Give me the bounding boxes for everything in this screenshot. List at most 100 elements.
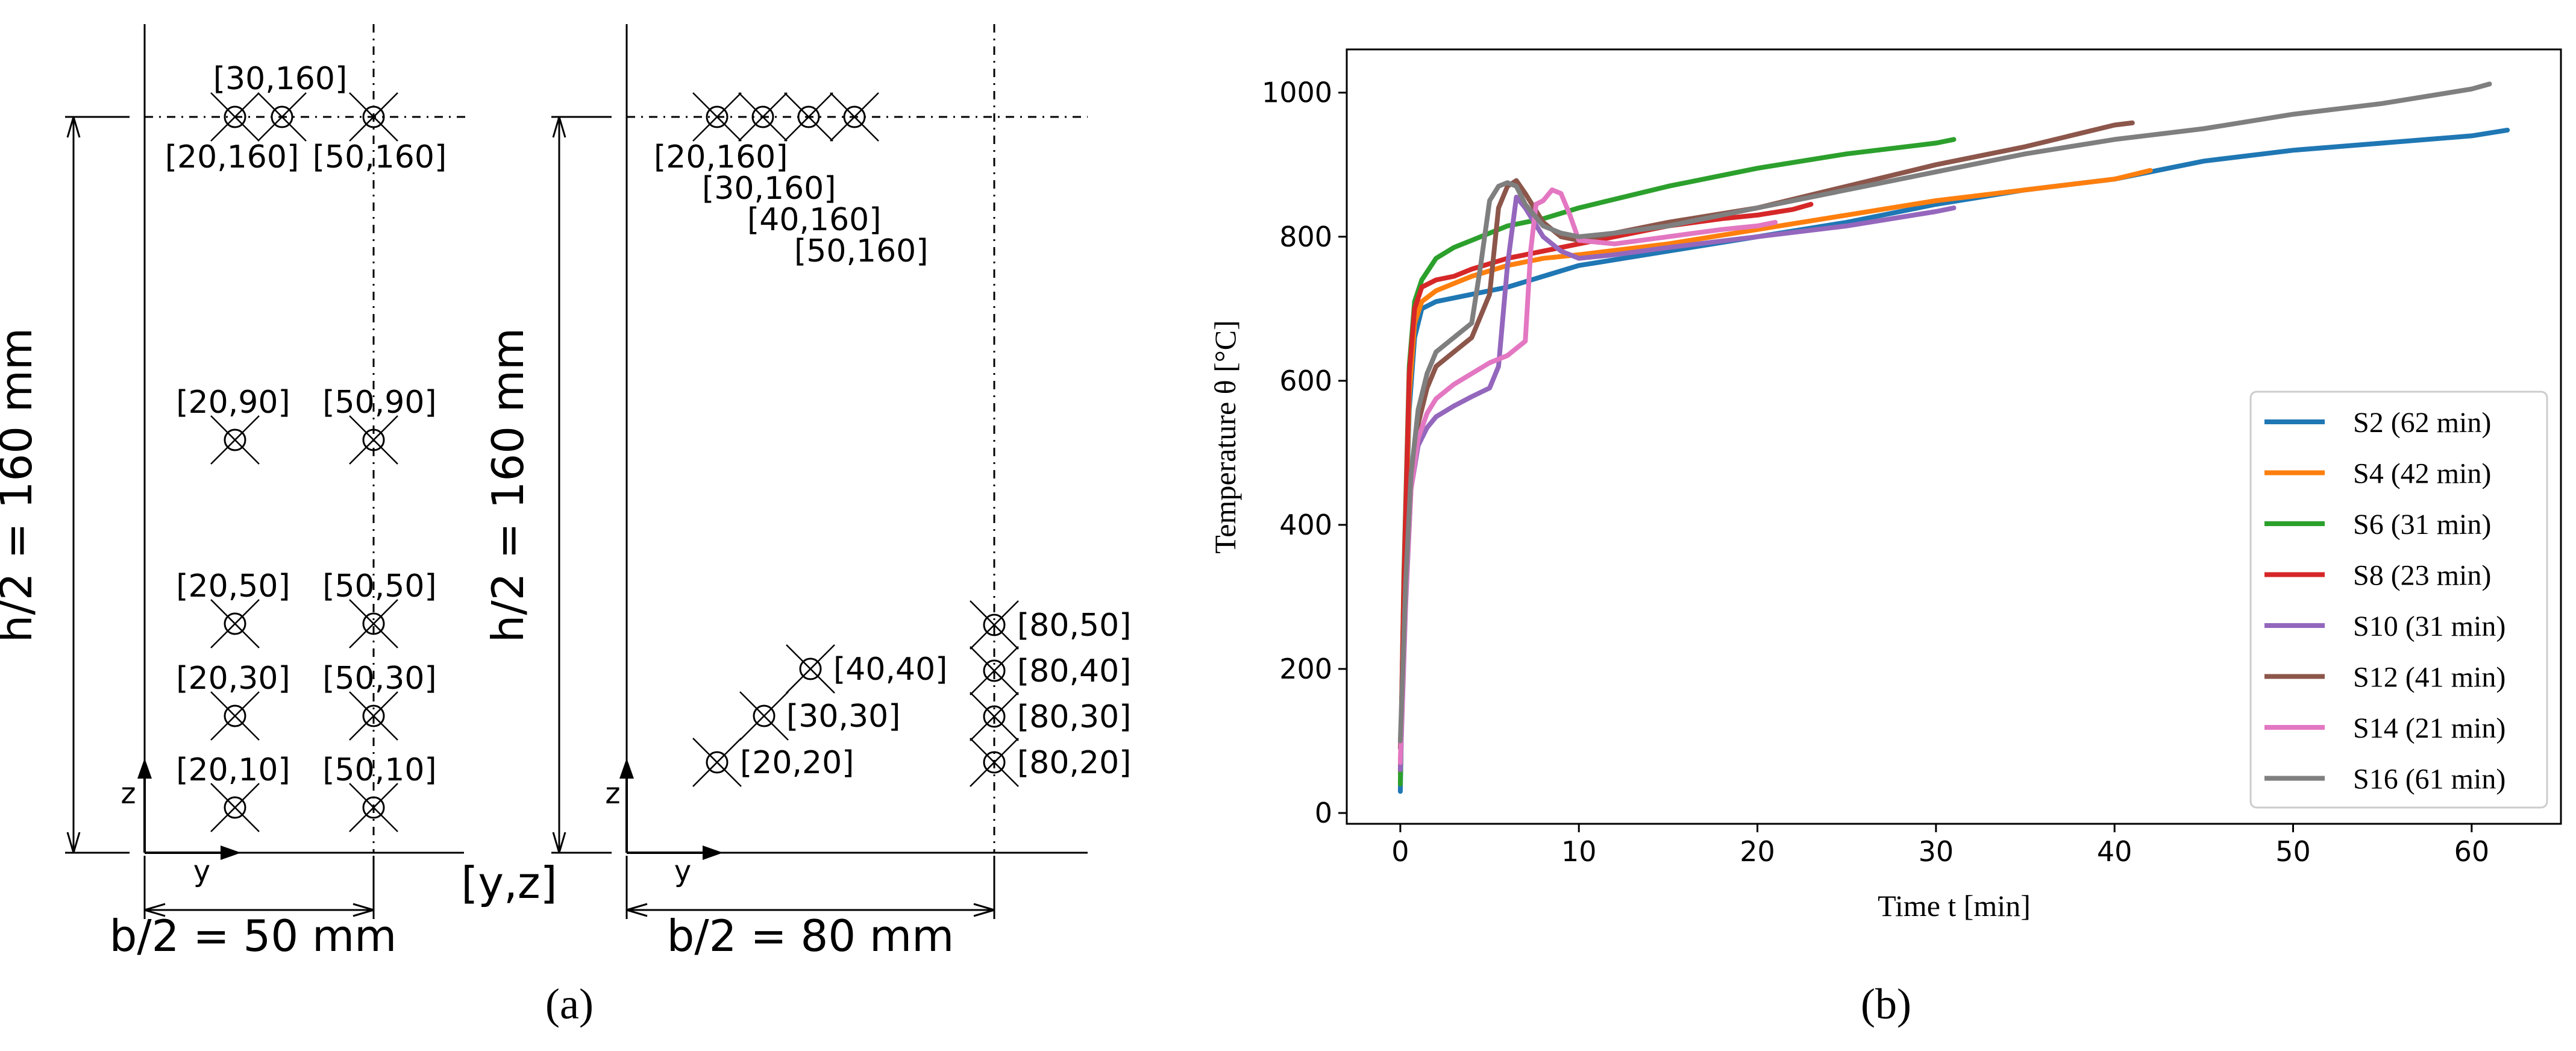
thermocouple-label-right: [20,20] [740,745,854,781]
thermocouple-marker-right [692,92,742,142]
thermocouple-label-right: [40,40] [833,651,947,688]
legend-entry: S4 (42 min) [2353,458,2491,490]
thermocouple-label-left: [20,50] [176,568,290,604]
thermocouple-label-right: [30,30] [786,698,900,735]
thermocouple-label-left: [20,30] [176,660,290,697]
legend-entry: S16 (61 min) [2353,764,2505,795]
thermocouple-label-left: [50,10] [322,752,436,788]
right-height-label: h/2 = 160 mm [483,328,533,642]
right-width-label: b/2 = 80 mm [667,911,954,961]
thermocouple-marker-left [349,691,398,741]
left-y-axis-label: y [193,855,210,888]
legend-entry: S6 (31 min) [2353,509,2491,541]
thermocouple-marker-right [970,646,1019,695]
x-tick-label: 60 [2454,835,2490,868]
thermocouple-marker-left [349,415,398,465]
thermocouple-label-left: [50,90] [322,384,436,421]
thermocouple-marker-right [970,692,1019,741]
right-section-diagram [551,24,1088,919]
series-line-s16 [1397,81,2492,744]
thermocouple-label-right: [80,40] [1017,653,1131,689]
right-width-arrow-right [973,903,995,917]
thermocouple-marker-right [830,92,879,142]
series-line-s12 [1397,120,2135,751]
legend-entry: S2 (62 min) [2353,407,2491,439]
thermocouple-marker-right [970,738,1019,787]
y-tick-label: 400 [1279,509,1332,541]
legend-entry: S14 (21 min) [2353,712,2505,744]
series-line-s14 [1397,187,1778,765]
right-height-arrow-bottom [552,832,566,853]
y-tick-label: 1000 [1262,77,1332,109]
left-z-arrowhead [137,758,152,779]
thermocouple-marker-right [784,92,833,142]
thermocouple-marker-right [739,691,789,741]
thermocouple-marker-left [349,92,398,142]
right-z-axis-label: z [605,777,620,811]
thermocouple-label-left: [50,160] [313,139,447,175]
thermocouple-label-left: [20,90] [176,384,290,421]
left-section-diagram [65,24,470,919]
series-line-s4 [1397,168,2153,776]
thermocouple-label-left: [20,160] [165,139,299,175]
panel-a-caption: (a) [545,980,594,1028]
left-width-arrow-right [353,903,374,917]
thermocouple-label-right: [40,160] [747,202,882,238]
thermocouple-label-right: [20,160] [654,139,788,175]
x-tick-label: 10 [1561,835,1597,868]
right-width-arrow-left [626,903,648,917]
legend-entry: S10 (31 min) [2353,610,2505,642]
series-line-s2 [1397,127,2510,794]
thermocouple-marker-left [349,599,398,648]
thermocouple-label-right: [80,50] [1017,607,1131,644]
panel-b-caption: (b) [1861,980,1911,1028]
left-height-label: h/2 = 160 mm [0,328,42,642]
y-axis-label: Temperature θ [°C] [1208,320,1242,554]
legend: S2 (62 min) S4 (42 min) S6 (31 min) S8 (23 … [2249,391,2548,809]
left-height-arrow-bottom [66,832,81,853]
thermocouple-marker-left [210,691,260,741]
thermocouple-marker-left [210,415,260,465]
x-tick-label: 50 [2275,835,2311,868]
thermocouple-label-left: [50,30] [322,660,436,697]
x-tick-label: 0 [1391,835,1409,868]
right-height-arrow-top [552,116,566,138]
right-z-arrowhead [619,758,634,779]
thermocouple-marker-right [738,92,788,142]
y-tick-label: 200 [1279,653,1332,685]
thermocouple-label-right: [80,30] [1017,699,1131,735]
y-tick-label: 600 [1279,365,1332,397]
legend-box [2249,391,2548,809]
series-line-s10 [1397,195,1957,773]
series-line-s8 [1397,202,1814,773]
thermocouple-label-right: [80,20] [1017,745,1131,781]
y-tick-label: 0 [1315,797,1332,829]
thermocouple-marker-right [786,644,835,694]
plot-frame [1346,48,2562,825]
thermocouple-label-left: [20,10] [176,752,290,788]
x-tick-label: 30 [1919,835,1954,868]
x-tick-label: 40 [2097,835,2133,868]
thermocouple-marker-left [210,599,260,648]
thermocouple-label-right: [50,160] [794,233,929,269]
left-y-arrowhead [221,846,241,860]
thermocouple-marker-right [970,600,1019,650]
coord-label: [y,z] [461,858,557,908]
right-y-arrowhead [703,846,723,860]
left-width-label: b/2 = 50 mm [110,911,397,961]
x-axis-label: Time t [min] [1878,889,2031,923]
y-tick-label: 800 [1279,221,1332,253]
x-tick-label: 20 [1740,835,1775,868]
thermocouple-marker-left [210,783,260,832]
left-width-arrow-left [144,903,166,917]
thermocouple-marker-right [692,738,742,787]
thermocouple-marker-left [349,783,398,832]
temperature-time-chart: 0 200 400 600 800 1000 0 10 20 30 40 50 60 Temperat… [1208,48,2562,923]
left-z-axis-label: z [121,777,136,811]
thermocouple-label-left: [30,160] [213,61,348,97]
thermocouple-marker-left [257,92,307,142]
thermocouple-label-left: [50,50] [322,568,436,604]
thermocouple-label-right: [30,160] [702,171,836,207]
left-height-arrow-top [66,116,81,138]
right-y-axis-label: y [674,855,691,888]
